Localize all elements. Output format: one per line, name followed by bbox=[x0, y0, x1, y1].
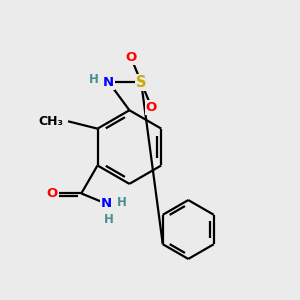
Text: H: H bbox=[104, 212, 114, 226]
Text: S: S bbox=[136, 75, 146, 90]
Text: CH₃: CH₃ bbox=[39, 115, 64, 128]
Text: H: H bbox=[117, 196, 127, 209]
Text: N: N bbox=[101, 197, 112, 210]
Text: O: O bbox=[46, 187, 58, 200]
Text: H: H bbox=[88, 73, 98, 86]
Text: O: O bbox=[146, 101, 157, 114]
Text: O: O bbox=[125, 51, 136, 64]
Text: N: N bbox=[103, 76, 114, 89]
